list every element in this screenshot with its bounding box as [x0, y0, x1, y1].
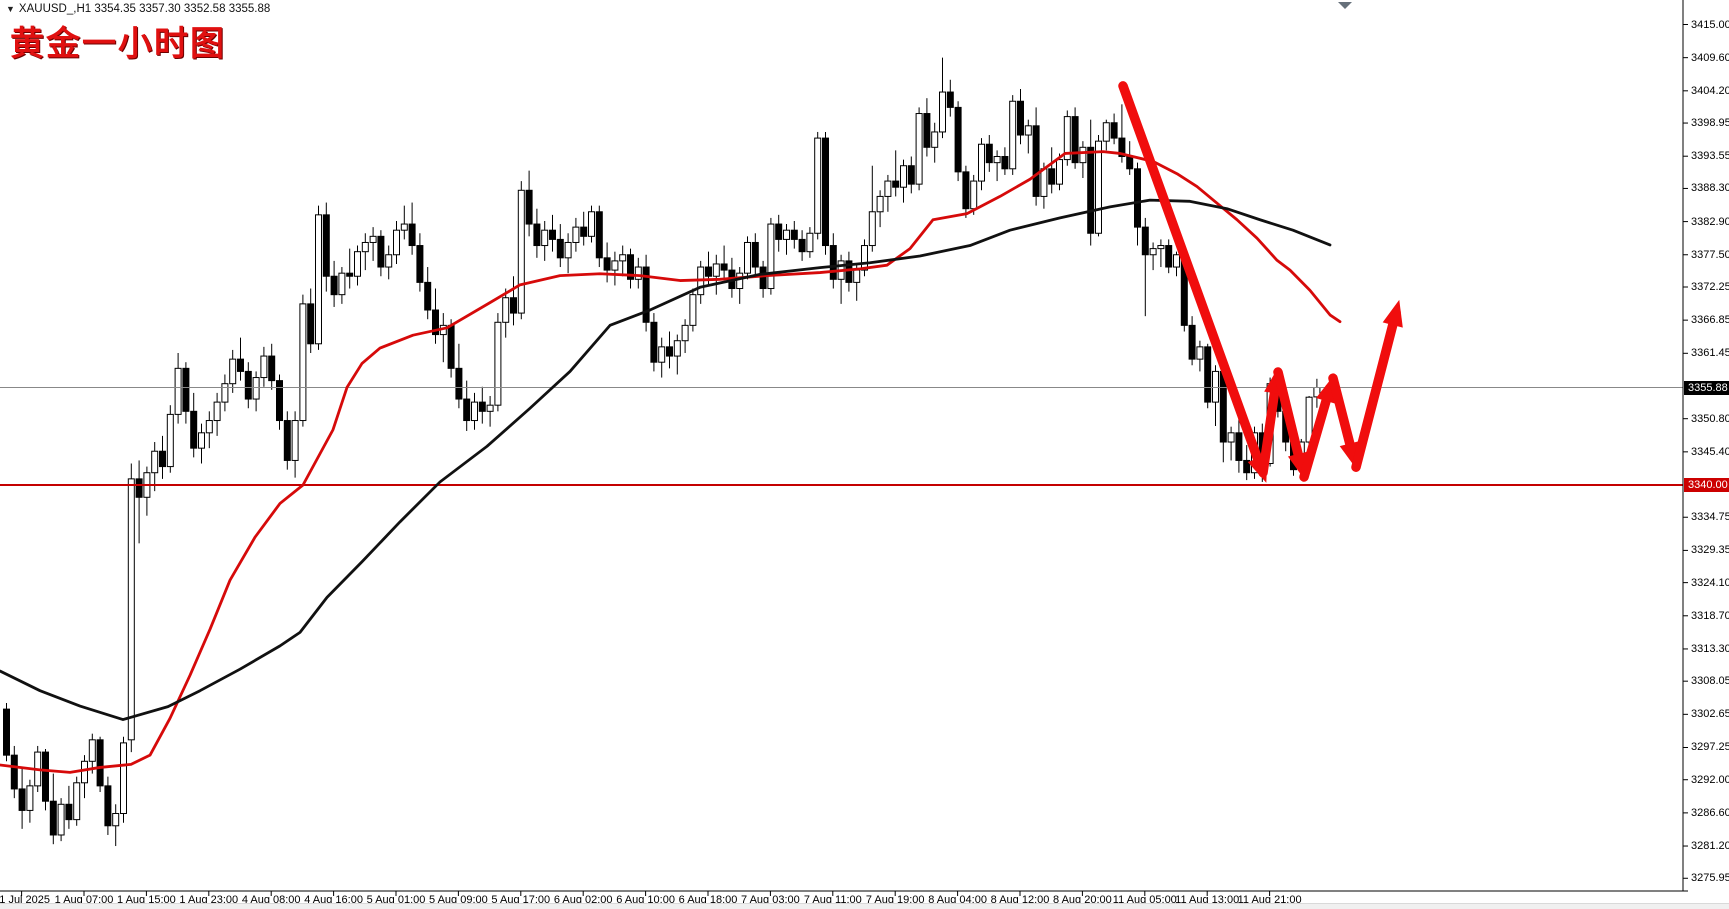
price-tick-label: 3361.45: [1691, 347, 1729, 360]
price-tick-label: 3345.40: [1691, 445, 1729, 458]
price-tick-label: 3286.60: [1691, 806, 1729, 819]
price-tick-label: 3281.20: [1691, 840, 1729, 853]
symbol-timeframe-label: XAUUSD_,H1: [18, 3, 92, 15]
quote-open: 3354.35: [94, 3, 136, 15]
price-tick-label: 3372.25: [1691, 280, 1729, 293]
price-tick-label: 3366.85: [1691, 314, 1729, 327]
price-tick-label: 3388.30: [1691, 182, 1729, 195]
ma-slow-black-line[interactable]: [0, 198, 1332, 721]
quote-bar: ▼ XAUUSD_,H1 3354.35 3357.30 3352.58 3355…: [6, 3, 270, 15]
symbol-dropdown-icon[interactable]: ▼: [6, 4, 15, 14]
quote-high: 3357.30: [139, 3, 181, 15]
chart-title: 黄金一小时图: [10, 26, 226, 63]
price-tick-label: 3302.65: [1691, 708, 1729, 721]
trend-arrows-annotation[interactable]: [1118, 81, 1403, 483]
price-tick-label: 3377.50: [1691, 248, 1729, 261]
price-tick-label: 3334.75: [1691, 511, 1729, 524]
current-price-badge: 3355.88: [1684, 380, 1729, 395]
price-tick-label: 3313.30: [1691, 642, 1729, 655]
price-tick-label: 3318.70: [1691, 609, 1729, 622]
price-tick-label: 3297.25: [1691, 741, 1729, 754]
price-tick-label: 3350.80: [1691, 412, 1729, 425]
price-tick-label: 3308.05: [1691, 675, 1729, 688]
price-tick-label: 3324.10: [1691, 576, 1729, 589]
price-tick-label: 3415.00: [1691, 18, 1729, 31]
quote-low: 3352.58: [183, 3, 226, 15]
price-tick-label: 3393.55: [1691, 150, 1729, 163]
price-tick-label: 3329.35: [1691, 544, 1729, 557]
price-tick-label: 3398.95: [1691, 117, 1729, 130]
price-tick-label: 3382.90: [1691, 215, 1729, 228]
candlesticks: [3, 57, 1321, 847]
price-tick-label: 3409.60: [1691, 51, 1729, 64]
support-line-price-badge: 3340.00: [1684, 478, 1729, 492]
window-bottom-edge: [0, 903, 1729, 909]
price-tick-label: 3404.20: [1691, 84, 1729, 97]
price-tick-label: 3292.00: [1691, 773, 1729, 786]
price-tick-label: 3275.95: [1691, 872, 1729, 885]
chart-shift-marker-icon[interactable]: [1338, 2, 1352, 9]
quote-close: 3355.88: [228, 3, 271, 15]
ma-fast-red-line[interactable]: [0, 150, 1342, 774]
